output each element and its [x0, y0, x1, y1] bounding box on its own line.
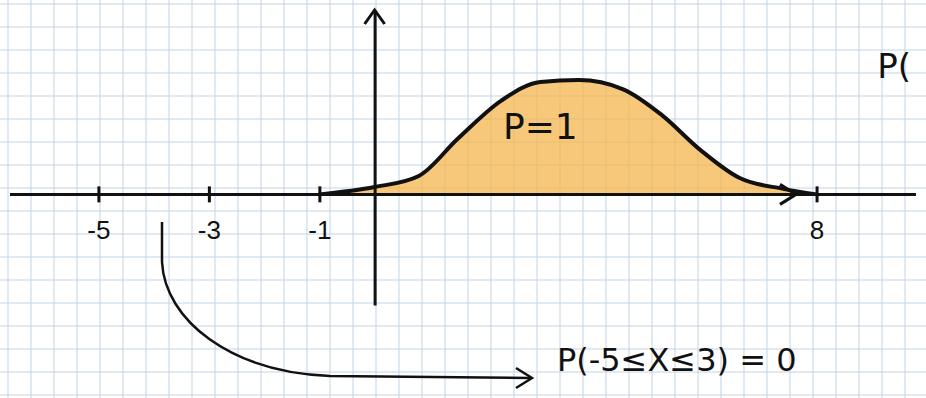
y-axis-arrow	[365, 10, 385, 24]
x-tick: -5	[87, 186, 110, 244]
note-arrowhead	[516, 368, 532, 388]
paper-line	[422, 0, 423, 398]
note-arrow	[162, 222, 530, 378]
paper-line	[721, 0, 722, 398]
paper-line	[169, 0, 170, 398]
paper-line	[0, 234, 926, 235]
y-axis	[375, 11, 376, 306]
paper-line	[284, 0, 285, 398]
paper-line	[652, 0, 653, 398]
annotation: P=1	[503, 106, 578, 147]
paper-line	[468, 0, 469, 398]
paper-line	[698, 0, 699, 398]
paper-line	[123, 0, 124, 398]
x-tick-mark	[97, 186, 100, 202]
paper-line	[0, 280, 926, 281]
paper-line	[376, 0, 377, 398]
paper-line	[537, 0, 538, 398]
x-axis-arrow	[780, 184, 796, 204]
paper-line	[0, 119, 926, 120]
graph-paper	[0, 0, 926, 398]
x-tick: -3	[198, 186, 221, 244]
paper-line	[767, 0, 768, 398]
density-area	[319, 80, 816, 194]
paper	[0, 0, 926, 398]
paper-line	[0, 27, 926, 28]
x-axis-line	[10, 193, 916, 196]
paper-line	[0, 257, 926, 258]
paper-line	[445, 0, 446, 398]
paper-line	[859, 0, 860, 398]
paper-line	[0, 50, 926, 51]
paper-line	[330, 0, 331, 398]
paper-line	[0, 303, 926, 304]
paper-line	[100, 0, 101, 398]
plot-area	[319, 80, 816, 194]
x-tick-label: -5	[87, 215, 110, 245]
paper-line	[606, 0, 607, 398]
paper-line	[744, 0, 745, 398]
x-tick-label: 8	[810, 215, 824, 245]
annotation: P(-5≤X≤3) = 0	[557, 341, 797, 379]
x-tick-label: -1	[308, 215, 331, 245]
x-axis: -5 -3 -1 8	[10, 186, 916, 244]
paper-line	[675, 0, 676, 398]
paper-line	[399, 0, 400, 398]
paper-line	[54, 0, 55, 398]
paper-line	[629, 0, 630, 398]
paper-line	[514, 0, 515, 398]
paper-line	[238, 0, 239, 398]
density-curve	[319, 80, 816, 194]
x-tick-mark	[816, 186, 819, 202]
paper-line	[0, 4, 926, 5]
paper-line	[8, 0, 9, 398]
paper-line	[813, 0, 814, 398]
paper-line	[31, 0, 32, 398]
paper-line	[491, 0, 492, 398]
paper-line	[77, 0, 78, 398]
paper-line	[146, 0, 147, 398]
paper-line	[836, 0, 837, 398]
paper-line	[0, 395, 926, 396]
paper-line	[261, 0, 262, 398]
y-axis-line	[374, 11, 377, 306]
paper-line	[583, 0, 584, 398]
paper-line	[0, 211, 926, 212]
x-tick: -1	[308, 186, 331, 244]
paper-line	[215, 0, 216, 398]
x-tick-label: -3	[198, 215, 221, 245]
paper-line	[0, 326, 926, 327]
paper-line	[0, 73, 926, 74]
annotation: P(	[877, 46, 911, 86]
paper-line	[560, 0, 561, 398]
paper-line	[307, 0, 308, 398]
x-tick-mark	[318, 186, 321, 202]
annotations: P=1 P(-5≤X≤3) = 0 P(	[503, 46, 911, 379]
paper-line	[192, 0, 193, 398]
paper-line	[0, 96, 926, 97]
paper-line	[353, 0, 354, 398]
x-tick: 8	[810, 186, 824, 244]
x-tick-mark	[208, 186, 211, 202]
